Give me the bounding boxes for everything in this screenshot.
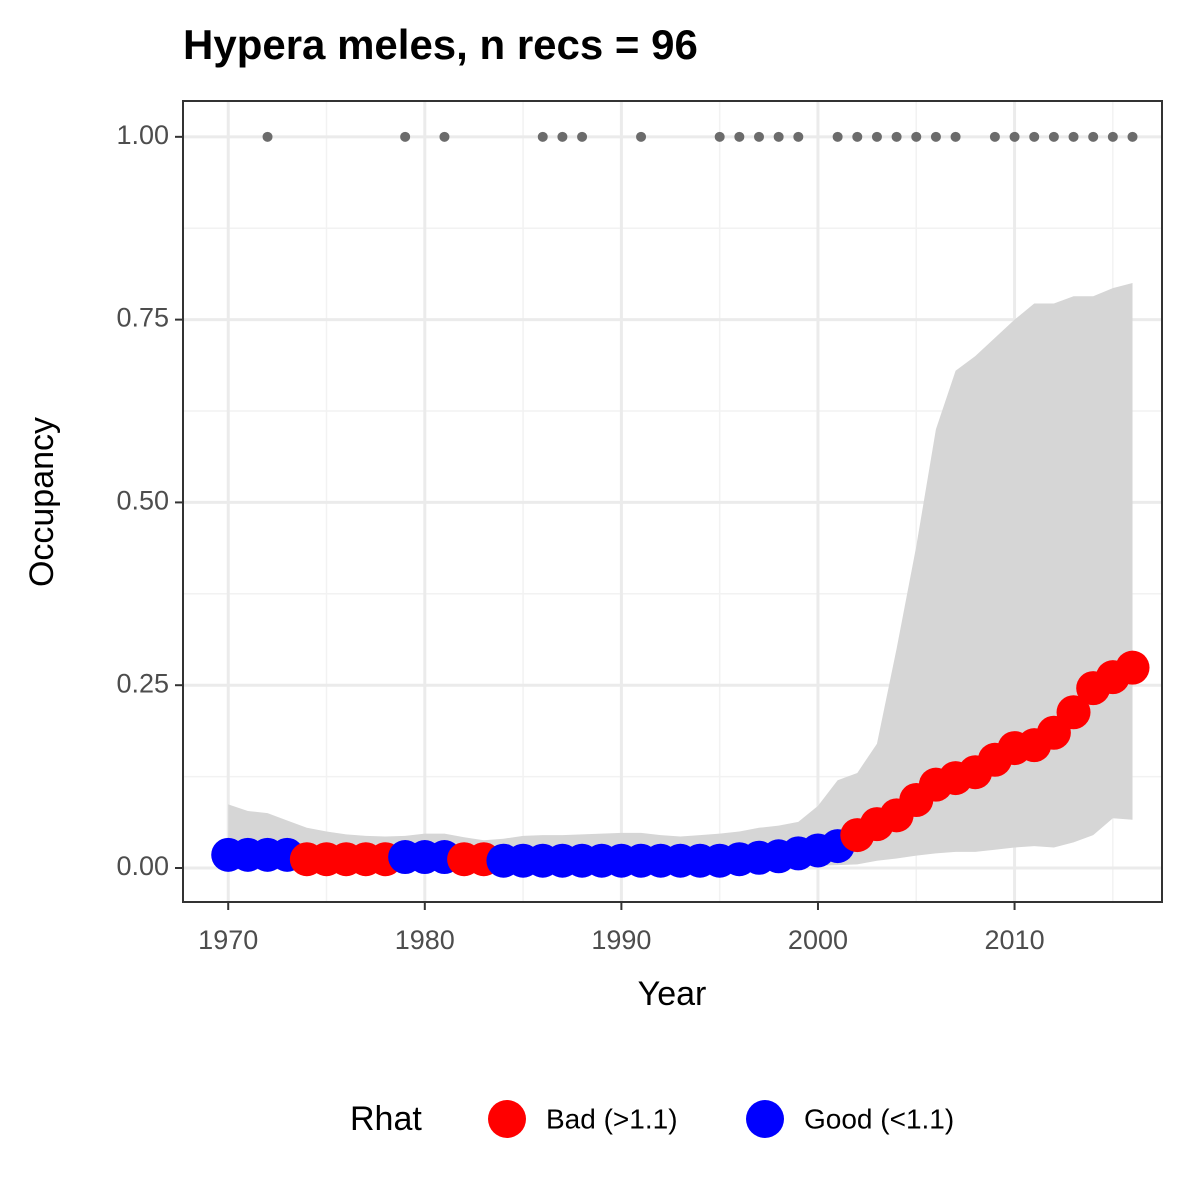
x-tick-label: 1970 [198, 925, 258, 955]
record-dot [262, 131, 273, 142]
x-tick-label: 1990 [591, 925, 651, 955]
record-dot [1107, 131, 1118, 142]
record-dot [439, 131, 450, 142]
record-dot [793, 131, 804, 142]
legend-label: Good (<1.1) [804, 1103, 954, 1134]
record-dot [871, 131, 882, 142]
record-dot [911, 131, 922, 142]
record-dot [577, 131, 588, 142]
record-dot [1048, 131, 1059, 142]
occupancy-point [1115, 650, 1150, 685]
y-tick-label: 0.00 [116, 851, 169, 881]
record-dot [636, 131, 647, 142]
record-dot [734, 131, 745, 142]
y-axis-title: Occupancy [23, 417, 61, 587]
record-dot [537, 131, 548, 142]
record-dot [930, 131, 941, 142]
record-dot [1068, 131, 1079, 142]
legend-key [488, 1100, 526, 1138]
legend-title: Rhat [350, 1100, 422, 1138]
x-tick-label: 2010 [985, 925, 1045, 955]
record-dot [753, 131, 764, 142]
record-dot [1009, 131, 1020, 142]
record-dot [557, 131, 568, 142]
x-axis-title: Year [638, 975, 707, 1013]
record-dot [852, 131, 863, 142]
y-tick-label: 0.50 [116, 486, 169, 516]
chart-title: Hypera meles, n recs = 96 [183, 21, 698, 68]
confidence-ribbon [228, 283, 1133, 866]
record-dot [950, 131, 961, 142]
record-dot [1088, 131, 1099, 142]
record-dot [1127, 131, 1138, 142]
legend-label: Bad (>1.1) [546, 1103, 678, 1134]
x-tick-label: 2000 [788, 925, 848, 955]
y-tick-label: 0.75 [116, 303, 169, 333]
y-tick-label: 0.25 [116, 668, 169, 698]
record-dot [773, 131, 784, 142]
x-tick-label: 1980 [395, 925, 455, 955]
occupancy-point [1056, 695, 1091, 730]
y-tick-label: 1.00 [116, 120, 169, 150]
record-dot [400, 131, 411, 142]
record-dot [989, 131, 1000, 142]
record-dot [1029, 131, 1040, 142]
record-dot [714, 131, 725, 142]
legend-key [746, 1100, 784, 1138]
record-dot [832, 131, 843, 142]
record-dot [891, 131, 902, 142]
